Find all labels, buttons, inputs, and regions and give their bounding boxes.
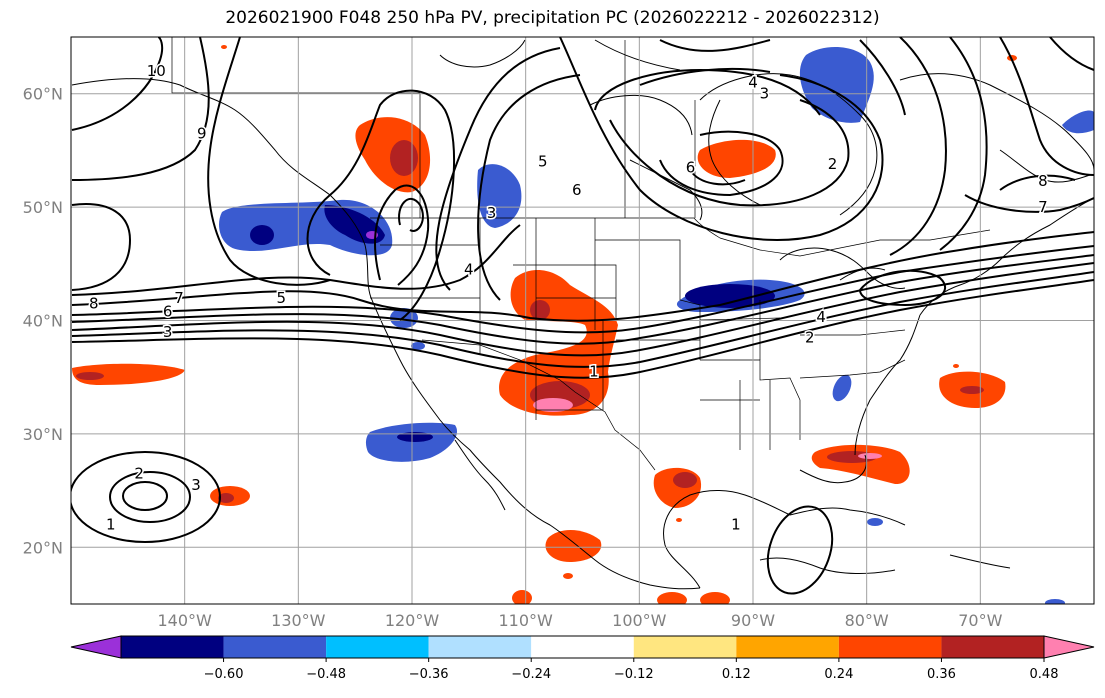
contour-label: 1 (106, 516, 116, 534)
graticule (71, 37, 1094, 604)
colorbar-outline (120, 635, 1045, 659)
colorbar-extend-low (70, 635, 122, 659)
pv-contours (71, 37, 1094, 595)
contour-label: 8 (89, 294, 99, 312)
lon-tick-label: 130°W (271, 611, 326, 630)
contour-label: 5 (277, 289, 287, 307)
latitude-axis: 20°N 30°N 40°N 50°N 60°N (23, 85, 63, 558)
colorbar-tick-label: −0.48 (306, 667, 346, 682)
colorbar-tick-label: 0.12 (722, 667, 751, 682)
contour-label: 3 (191, 476, 201, 494)
lon-tick-label: 100°W (612, 611, 667, 630)
colorbar-tick-label: −0.60 (204, 667, 244, 682)
contour-label: 1 (589, 363, 599, 381)
colorbar-tick-label: −0.24 (511, 667, 551, 682)
political-borders (171, 37, 991, 471)
contour-label: 2 (828, 155, 838, 173)
lon-tick-label: 70°W (958, 611, 1002, 630)
colorbar: −0.60 −0.48 −0.36 −0.24 −0.12 0.12 0.24 0.36 0.4… (70, 635, 1095, 682)
colorbar-tick-label: −0.36 (409, 667, 449, 682)
lon-tick-label: 120°W (385, 611, 440, 630)
colorbar-segment (223, 636, 327, 658)
coastlines (71, 39, 1094, 590)
contour-label: 5 (538, 153, 548, 171)
contour-label: 9 (197, 124, 207, 142)
contour-label: 4 (816, 308, 826, 326)
contour-label: 7 (174, 289, 184, 307)
map-frame (70, 36, 1095, 605)
contour-label: 2 (134, 465, 144, 483)
precipitation-fill (72, 45, 1094, 604)
lat-tick-label: 40°N (23, 312, 63, 331)
colorbar-extend-high (1043, 635, 1095, 659)
colorbar-segment (428, 636, 532, 658)
colorbar-segment (633, 636, 737, 658)
colorbar-tick-label: 0.36 (927, 667, 956, 682)
contour-label: 3 (760, 85, 770, 103)
colorbar-tick-label: −0.12 (614, 667, 654, 682)
colorbar-segment (941, 636, 1044, 658)
contour-label: 4 (748, 73, 758, 91)
lon-tick-label: 140°W (157, 611, 212, 630)
colorbar-tick-label: 0.24 (824, 667, 853, 682)
lon-tick-label: 80°W (845, 611, 889, 630)
contour-label: 6 (572, 181, 582, 199)
plot-title: 2026021900 F048 250 hPa PV, precipitatio… (225, 8, 880, 28)
lat-tick-label: 50°N (23, 198, 63, 217)
colorbar-tick-label: 0.48 (1030, 667, 1059, 682)
contour-label: 6 (163, 302, 173, 320)
contour-label: 10 (147, 62, 166, 80)
longitude-axis: 140°W 130°W 120°W 110°W 100°W 90°W 80°W 70°W (157, 611, 1002, 630)
lat-tick-label: 20°N (23, 538, 63, 557)
contour-label: 8 (1038, 172, 1048, 190)
colorbar-segment (838, 636, 942, 658)
colorbar-segment (326, 636, 429, 658)
contour-label: 6 (686, 158, 696, 176)
colorbar-segment (531, 636, 634, 658)
lon-tick-label: 110°W (498, 611, 553, 630)
lat-tick-label: 30°N (23, 425, 63, 444)
contour-label: 3 (487, 204, 497, 222)
colorbar-segment (736, 636, 839, 658)
contour-label: 2 (805, 329, 815, 347)
contour-label: 7 (1038, 198, 1048, 216)
contour-label: 3 (163, 323, 173, 341)
colorbar-segment (121, 636, 224, 658)
contour-label: 1 (731, 516, 741, 534)
contour-label: 4 (464, 260, 474, 278)
lat-tick-label: 60°N (23, 85, 63, 104)
lon-tick-label: 90°W (731, 611, 775, 630)
